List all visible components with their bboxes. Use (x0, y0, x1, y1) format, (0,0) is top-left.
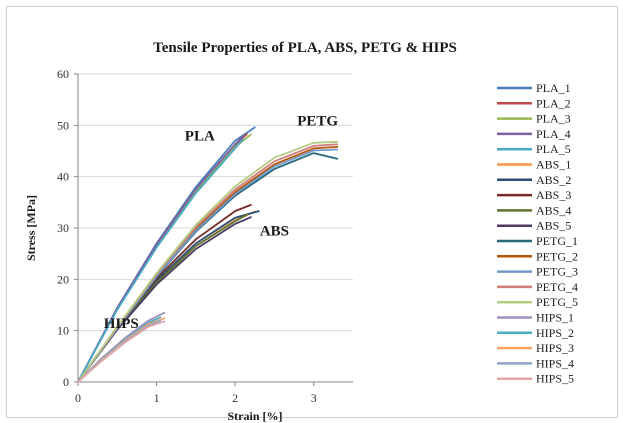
legend-label: HIPS_5 (536, 372, 574, 386)
series-line-pla-4 (77, 135, 244, 383)
chart-title: Tensile Properties of PLA, ABS, PETG & H… (153, 40, 457, 56)
series-layer (77, 126, 339, 383)
legend-label: PLA_3 (536, 112, 571, 126)
annotation-petg: PETG (297, 113, 338, 129)
legend-label: HIPS_1 (536, 311, 574, 325)
legend-label: HIPS_2 (536, 326, 574, 340)
series-line-petg-5 (77, 140, 339, 383)
legend-label: PETG_2 (536, 249, 578, 263)
legend-label: PLA_1 (536, 81, 571, 95)
y-tick-label: 30 (57, 221, 69, 235)
y-tick-label: 50 (57, 118, 69, 132)
annotations: PLA PETG ABS HIPS (104, 113, 339, 332)
x-tick-label: 0 (75, 391, 81, 405)
y-tick-label: 10 (57, 324, 69, 338)
legend-label: ABS_5 (536, 219, 571, 233)
legend-label: ABS_3 (536, 188, 571, 202)
legend-label: HIPS_4 (536, 356, 574, 370)
y-tick-label: 0 (63, 375, 69, 389)
x-tick-label: 2 (232, 391, 238, 405)
x-tick-label: 1 (154, 391, 160, 405)
legend-label: PLA_4 (536, 127, 571, 141)
annotation-pla: PLA (185, 129, 215, 145)
series-line-pla-5 (77, 138, 244, 383)
legend-label: ABS_4 (536, 203, 571, 217)
legend-label: HIPS_3 (536, 341, 574, 355)
annotation-abs: ABS (260, 224, 289, 240)
y-tick-label: 60 (57, 67, 69, 81)
legend-label: PETG_4 (536, 280, 578, 294)
axes: 0 10 20 30 40 50 60 0 1 2 3 (57, 67, 353, 405)
legend-label: PLA_5 (536, 142, 571, 156)
legend-label: ABS_2 (536, 173, 571, 187)
legend-label: ABS_1 (536, 158, 571, 172)
legend-label: PLA_2 (536, 96, 571, 110)
x-tick-label: 3 (311, 391, 317, 405)
legend-label: PETG_3 (536, 265, 578, 279)
x-axis-title: Strain [%] (228, 409, 283, 423)
y-axis-title: Stress [MPa] (24, 195, 38, 261)
series-line-hips-5 (77, 320, 166, 383)
annotation-hips: HIPS (104, 316, 139, 332)
legend-label: PETG_1 (536, 234, 578, 248)
y-tick-label: 20 (57, 272, 69, 286)
legend-label: PETG_5 (536, 295, 578, 309)
gridlines (78, 73, 353, 332)
y-tick-label: 40 (57, 170, 69, 184)
